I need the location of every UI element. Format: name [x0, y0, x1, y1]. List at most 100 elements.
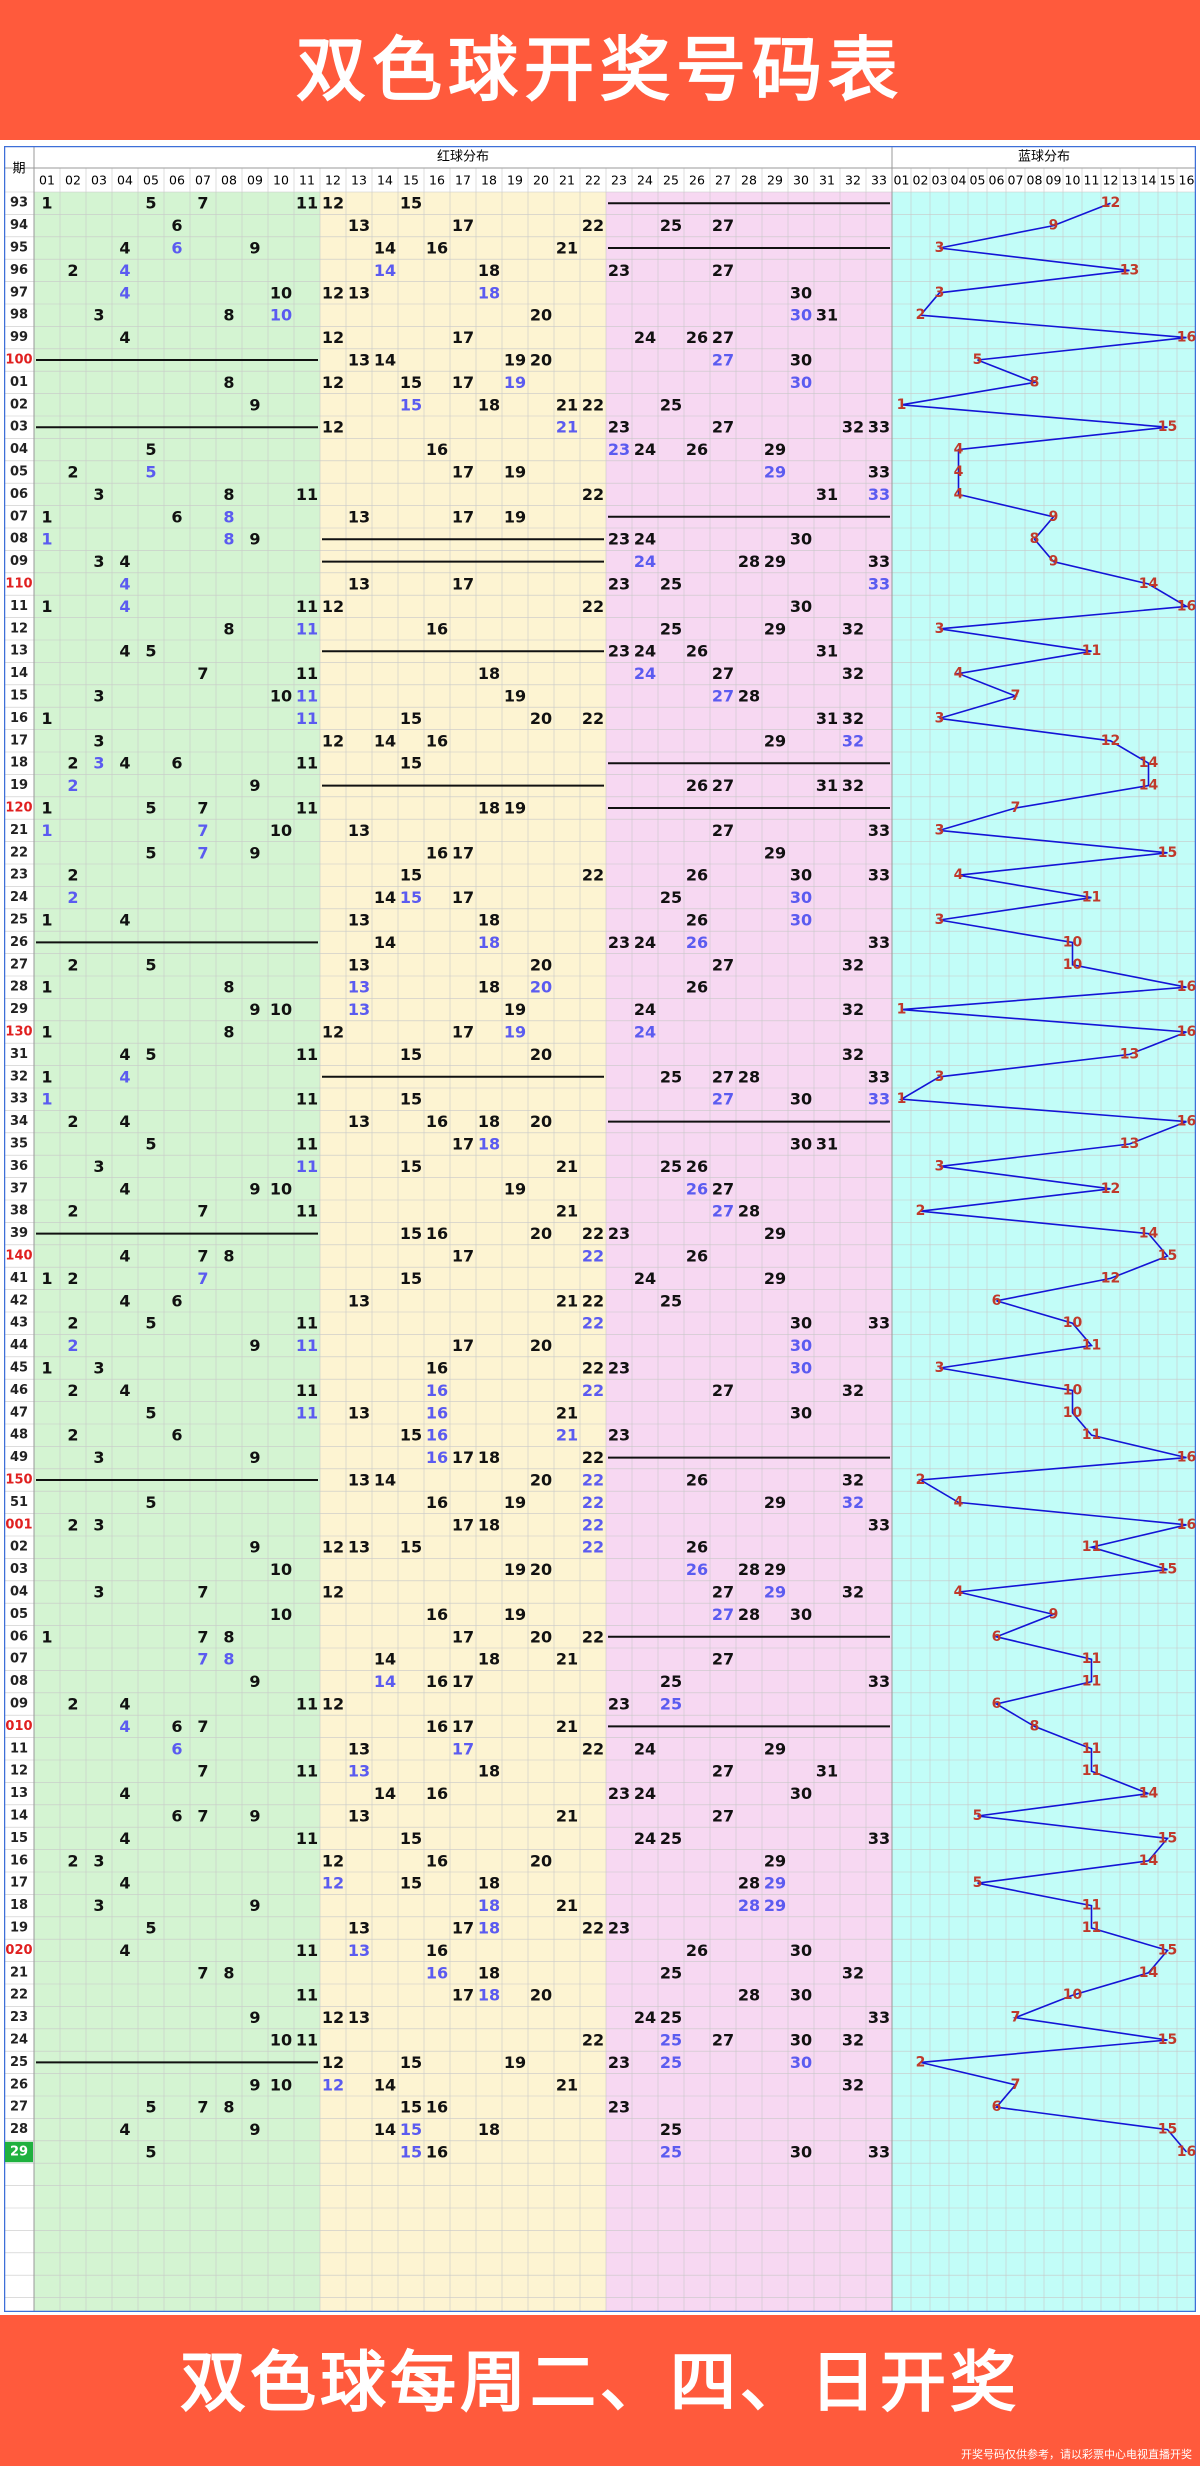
issue-number: 15 [10, 1831, 28, 1846]
red-ball-number: 17 [452, 328, 474, 347]
red-ball-number: 1 [41, 194, 52, 213]
red-ball-number: 30 [790, 1605, 812, 1624]
issue-number: 11 [10, 599, 28, 614]
red-ball-number: 30 [790, 1314, 812, 1333]
red-ball-number: 31 [816, 642, 838, 661]
red-ball-number: 9 [249, 1179, 260, 1198]
red-ball-number: 13 [348, 1762, 370, 1781]
red-ball-number: 7 [197, 821, 208, 840]
red-ball-number: 33 [868, 2008, 890, 2027]
red-ball-number: 15 [400, 1157, 422, 1176]
red-ball-number: 9 [249, 1336, 260, 1355]
red-ball-number: 17 [452, 1919, 474, 1938]
red-ball-number: 11 [296, 664, 318, 683]
issue-number: 02 [10, 397, 28, 412]
red-ball-number: 30 [790, 1090, 812, 1109]
red-ball-header: 红球分布 [437, 149, 489, 165]
red-ball-number: 27 [712, 821, 734, 840]
red-ball-number: 6 [171, 507, 182, 526]
blue-ball-number: 6 [992, 1629, 1002, 1645]
issue-number: 39 [10, 1226, 28, 1241]
red-ball-number: 16 [426, 843, 448, 862]
red-ball-number: 11 [296, 194, 318, 213]
red-ball-number: 12 [322, 1874, 344, 1893]
red-ball-number: 20 [530, 1045, 552, 1064]
issue-number: 33 [10, 1092, 28, 1107]
issue-number: 010 [5, 1719, 32, 1734]
red-ball-number: 11 [296, 485, 318, 504]
red-ball-number: 13 [348, 1739, 370, 1758]
red-ball-number: 21 [556, 418, 578, 437]
red-ball-number: 9 [249, 1538, 260, 1557]
red-ball-number: 29 [764, 1851, 786, 1870]
red-ball-number: 8 [223, 373, 234, 392]
red-ball-number: 27 [712, 1583, 734, 1602]
red-ball-number: 4 [119, 1717, 130, 1736]
red-column-label: 17 [455, 173, 471, 188]
red-ball-number: 13 [348, 978, 370, 997]
issue-number: 26 [10, 935, 28, 950]
red-ball-number: 15 [400, 1224, 422, 1243]
red-ball-number: 16 [426, 1403, 448, 1422]
issue-number: 37 [10, 1181, 28, 1196]
red-ball-number: 16 [426, 1448, 448, 1467]
red-ball-number: 22 [582, 1471, 604, 1490]
red-ball-number: 21 [556, 2075, 578, 2094]
red-ball-number: 13 [348, 1807, 370, 1826]
red-ball-number: 19 [504, 463, 526, 482]
red-ball-number: 25 [660, 216, 682, 235]
red-ball-number: 7 [197, 1269, 208, 1288]
red-ball-number: 30 [790, 1336, 812, 1355]
blue-ball-number: 3 [935, 710, 945, 726]
red-ball-number: 27 [712, 1179, 734, 1198]
red-ball-number: 20 [530, 306, 552, 325]
blue-ball-number: 1 [897, 397, 907, 413]
blue-ball-number: 11 [1082, 1674, 1101, 1690]
red-ball-number: 13 [348, 283, 370, 302]
red-ball-number: 23 [608, 2053, 630, 2072]
red-ball-number: 23 [608, 2098, 630, 2117]
red-ball-number: 5 [145, 463, 156, 482]
red-ball-number: 11 [296, 1941, 318, 1960]
red-ball-number: 1 [41, 1359, 52, 1378]
red-ball-number: 9 [249, 843, 260, 862]
blue-ball-number: 11 [1082, 1741, 1101, 1757]
red-ball-number: 33 [868, 933, 890, 952]
red-ball-number: 16 [426, 1426, 448, 1445]
current-issue-marker [5, 2141, 33, 2163]
red-ball-number: 31 [816, 776, 838, 795]
red-ball-number: 28 [738, 1560, 760, 1579]
red-ball-number: 20 [530, 709, 552, 728]
red-ball-number: 1 [41, 1023, 52, 1042]
blue-ball-number: 11 [1082, 1427, 1101, 1443]
issue-number: 02 [10, 1540, 28, 1555]
issue-number: 08 [10, 532, 28, 547]
blue-ball-number: 12 [1101, 1181, 1120, 1197]
red-ball-number: 8 [223, 2098, 234, 2117]
issue-number: 22 [10, 845, 28, 860]
red-ball-number: 22 [582, 1515, 604, 1534]
issue-number: 15 [10, 689, 28, 704]
red-ball-number: 10 [270, 1000, 292, 1019]
red-ball-number: 8 [223, 306, 234, 325]
red-ball-number: 30 [790, 2031, 812, 2050]
issue-number: 23 [10, 868, 28, 883]
issue-number: 21 [10, 823, 28, 838]
issue-number: 08 [10, 1674, 28, 1689]
red-ball-number: 4 [119, 1179, 130, 1198]
red-zone-2 [320, 192, 606, 2312]
red-ball-number: 7 [197, 799, 208, 818]
red-ball-number: 7 [197, 194, 208, 213]
red-ball-number: 29 [764, 1269, 786, 1288]
red-column-label: 21 [559, 173, 575, 188]
red-ball-number: 26 [686, 776, 708, 795]
red-ball-number: 24 [634, 440, 656, 459]
issue-number: 25 [10, 913, 28, 928]
red-ball-number: 22 [582, 1538, 604, 1557]
title-banner: 双色球开奖号码表 [0, 0, 1200, 140]
red-ball-number: 12 [322, 373, 344, 392]
red-ball-number: 19 [504, 351, 526, 370]
red-column-label: 06 [169, 173, 185, 188]
red-ball-number: 16 [426, 1224, 448, 1243]
blue-ball-number: 4 [954, 442, 964, 458]
